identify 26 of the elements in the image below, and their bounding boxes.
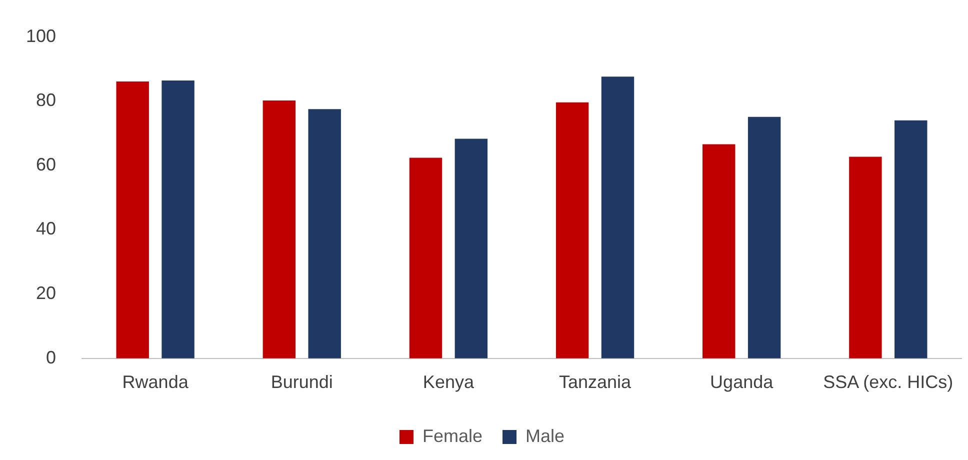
bar <box>262 100 296 358</box>
bar <box>454 138 488 358</box>
x-tick-label: Rwanda <box>122 372 190 392</box>
bar <box>556 102 589 358</box>
bar <box>748 116 781 358</box>
x-tick-label: Tanzania <box>558 372 632 392</box>
x-tick-label: SSA (exc. HICs) <box>823 372 954 392</box>
x-tick-label: Uganda <box>710 372 774 392</box>
x-tick-label: Burundi <box>270 372 333 392</box>
y-tick-label: 60 <box>36 154 56 174</box>
y-tick-label: 80 <box>36 90 56 110</box>
legend-label: Male <box>526 426 565 446</box>
y-tick-label: 0 <box>46 347 56 368</box>
bar <box>849 156 882 358</box>
y-tick-label: 40 <box>36 218 56 239</box>
bar <box>308 109 341 358</box>
y-tick-label: 100 <box>26 26 56 46</box>
legend-label: Female <box>422 426 483 446</box>
bar <box>601 76 634 358</box>
bar <box>116 82 149 358</box>
y-tick-label: 20 <box>36 283 56 304</box>
x-tick-label: Kenya <box>422 372 475 392</box>
bar <box>162 80 194 358</box>
bar <box>702 144 736 358</box>
bar <box>409 158 442 358</box>
bar <box>894 120 928 358</box>
